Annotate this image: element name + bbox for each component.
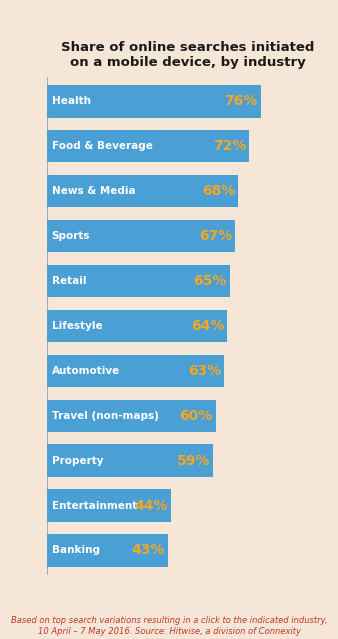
Bar — [47, 310, 227, 342]
Text: Entertainment: Entertainment — [51, 500, 137, 511]
Bar — [47, 534, 168, 567]
Text: Automotive: Automotive — [51, 366, 120, 376]
Text: Banking: Banking — [51, 546, 99, 555]
Text: 68%: 68% — [202, 184, 235, 198]
Bar — [47, 355, 224, 387]
Text: 65%: 65% — [193, 274, 227, 288]
Text: 67%: 67% — [199, 229, 233, 243]
Title: Share of online searches initiated
on a mobile device, by industry: Share of online searches initiated on a … — [61, 40, 314, 68]
Text: Travel (non-maps): Travel (non-maps) — [51, 411, 159, 420]
Bar — [47, 445, 213, 477]
Text: Sports: Sports — [51, 231, 90, 241]
Text: 64%: 64% — [191, 319, 224, 333]
Text: Lifestyle: Lifestyle — [51, 321, 102, 331]
Bar — [47, 489, 171, 521]
Text: Retail: Retail — [51, 276, 86, 286]
Bar — [47, 399, 216, 432]
Text: 76%: 76% — [224, 95, 258, 109]
Text: 59%: 59% — [177, 454, 210, 468]
Text: 63%: 63% — [188, 364, 221, 378]
Bar — [47, 175, 238, 207]
Text: Health: Health — [51, 96, 91, 106]
Text: News & Media: News & Media — [51, 186, 135, 196]
Text: 43%: 43% — [132, 543, 165, 557]
Bar — [47, 130, 249, 162]
Bar — [47, 220, 235, 252]
Text: 44%: 44% — [135, 498, 168, 512]
Text: 72%: 72% — [213, 139, 246, 153]
Text: 60%: 60% — [179, 409, 213, 422]
Text: Food & Beverage: Food & Beverage — [51, 141, 152, 151]
Text: Based on top search variations resulting in a click to the indicated industry,
1: Based on top search variations resulting… — [11, 617, 327, 636]
Text: Property: Property — [51, 456, 103, 466]
Bar — [47, 85, 261, 118]
Bar — [47, 265, 230, 297]
